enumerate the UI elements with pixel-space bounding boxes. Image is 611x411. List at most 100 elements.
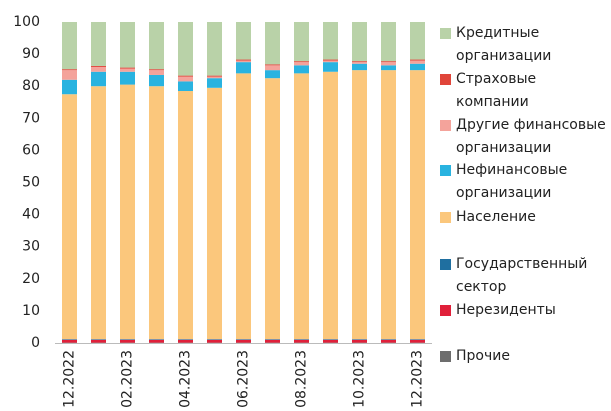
bar-segment	[62, 339, 77, 343]
bar-segment	[352, 62, 367, 64]
bar-segment	[236, 22, 251, 60]
bar-segment	[323, 59, 338, 61]
bar-segment	[149, 339, 164, 340]
bar-segment	[323, 339, 338, 340]
bar-segment	[381, 339, 396, 343]
bar-segment	[91, 66, 106, 72]
bar-segment	[323, 22, 338, 60]
bar-segment	[207, 87, 222, 340]
bar-segment	[381, 339, 396, 340]
y-tick-label: 40	[22, 207, 40, 223]
x-tick-label: 10.2023	[352, 350, 368, 408]
bar-segment	[294, 61, 309, 63]
x-tick-label: 12.2023	[410, 350, 426, 408]
legend-entry: Прочие	[440, 345, 611, 368]
bar-segment	[236, 59, 251, 61]
bar-segment	[294, 339, 309, 340]
y-tick-label: 100	[13, 14, 40, 30]
bar-segment	[265, 339, 280, 343]
bar-segment	[410, 60, 425, 64]
legend-label: Население	[456, 209, 536, 225]
x-tick-label: 08.2023	[294, 350, 310, 408]
y-tick-label: 70	[22, 110, 40, 126]
bar-segment	[207, 339, 222, 343]
legend-swatch	[440, 351, 451, 362]
bar-segment	[323, 60, 338, 63]
bar-segment	[381, 62, 396, 66]
bar-segment	[120, 67, 135, 69]
x-tick-label: 02.2023	[120, 350, 136, 408]
bar-segment	[91, 339, 106, 340]
bar-segment	[410, 70, 425, 340]
bar-segment	[149, 22, 164, 70]
bar-segment	[410, 59, 425, 61]
bar-segment	[265, 65, 280, 71]
legend-swatch	[440, 305, 451, 316]
bar-segment	[120, 71, 135, 85]
bar-segment	[178, 76, 193, 82]
bar-segment	[207, 76, 222, 79]
legend-swatch	[440, 74, 451, 85]
y-tick-label: 50	[22, 175, 40, 191]
bar-segment	[207, 22, 222, 76]
y-tick-label: 30	[22, 239, 40, 255]
bar-segment	[149, 69, 164, 71]
bar-segment	[323, 339, 338, 343]
bar-segment	[149, 70, 164, 75]
bar-segment	[178, 81, 193, 92]
bar-segment	[294, 62, 309, 66]
bar-segment	[236, 73, 251, 340]
bar-segment	[62, 70, 77, 80]
x-tick-label: 04.2023	[178, 350, 194, 408]
bar-segment	[352, 339, 367, 340]
legend-label: Кредитные организации	[456, 25, 552, 64]
bar-segment	[91, 86, 106, 340]
x-tick-label: 06.2023	[236, 350, 252, 408]
bar-segment	[120, 68, 135, 72]
bar-segment	[62, 22, 77, 70]
y-tick-label: 90	[22, 46, 40, 62]
y-tick-label: 0	[31, 335, 40, 351]
bar-segment	[410, 339, 425, 343]
bar-segment	[410, 63, 425, 71]
bar-segment	[120, 22, 135, 68]
x-tick-label: 12.2022	[62, 350, 78, 408]
legend-entry: Население	[440, 206, 611, 229]
bar-segment	[62, 69, 77, 71]
bar-segment	[62, 339, 77, 340]
legend-entry: Государственный сектор	[440, 253, 611, 299]
bar-segment	[236, 60, 251, 63]
bar-segment	[207, 339, 222, 340]
legend-entry: Страховые компании	[440, 68, 611, 114]
bar-segment	[178, 91, 193, 340]
legend-entry: Кредитные организации	[440, 22, 611, 68]
bar-segment	[207, 78, 222, 88]
bar-segment	[381, 70, 396, 340]
bar-segment	[410, 339, 425, 340]
y-tick-label: 10	[22, 303, 40, 319]
bar-segment	[91, 65, 106, 67]
bar-segment	[265, 70, 280, 79]
bar-segment	[120, 84, 135, 340]
bar-segment	[149, 74, 164, 87]
legend-swatch	[440, 165, 451, 176]
legend-label: Государственный сектор	[456, 256, 588, 295]
legend-label: Страховые компании	[456, 71, 537, 110]
bar-segment	[410, 22, 425, 60]
bar-segment	[149, 86, 164, 340]
bar-segment	[294, 22, 309, 62]
bar-segment	[149, 339, 164, 343]
y-tick-label: 60	[22, 142, 40, 158]
legend-swatch	[440, 259, 451, 270]
legend-label: Нерезиденты	[456, 302, 556, 318]
bar-segment	[120, 339, 135, 340]
bar-segment	[265, 78, 280, 340]
bar-segment	[207, 75, 222, 77]
bar-segment	[265, 339, 280, 340]
bar-segment	[236, 62, 251, 74]
bar-segment	[62, 79, 77, 95]
legend-label: Прочие	[456, 348, 510, 364]
bar-segment	[381, 22, 396, 62]
